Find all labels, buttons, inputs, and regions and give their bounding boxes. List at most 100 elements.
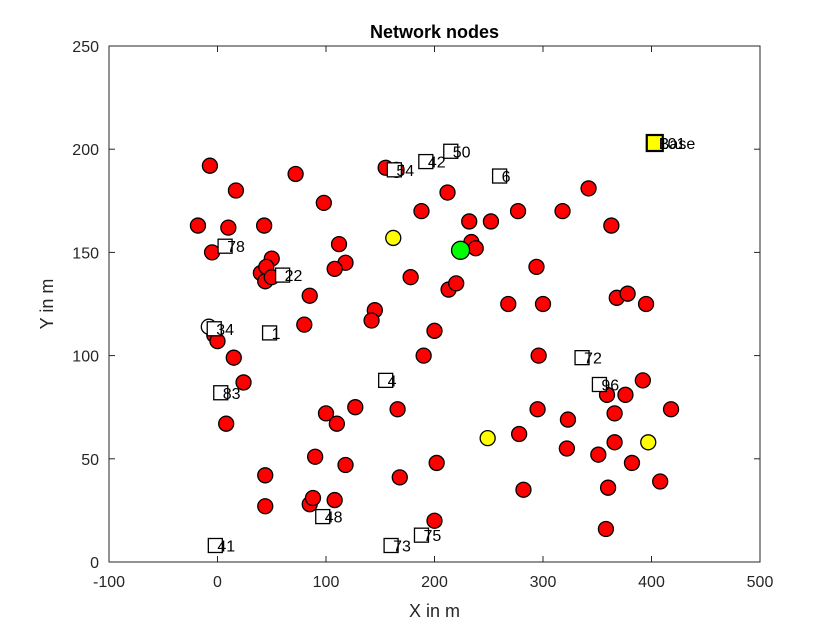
- node-marker: [189, 217, 207, 234]
- y-tick-label: 150: [72, 245, 99, 262]
- node-marker: [619, 285, 636, 302]
- node-marker: [330, 235, 348, 253]
- annotation-label: 101: [659, 136, 686, 153]
- y-tick-label: 0: [90, 555, 99, 572]
- node-marker: [606, 405, 623, 422]
- node-marker: [257, 467, 274, 484]
- node-marker: [558, 440, 576, 457]
- node-marker: [534, 295, 552, 313]
- node-marker: [227, 182, 245, 199]
- node-marker: [603, 217, 620, 234]
- square-node-marker: [491, 168, 508, 184]
- x-tick-label: -100: [93, 574, 125, 591]
- node-id-label: 72: [584, 351, 602, 368]
- node-marker: [315, 194, 332, 212]
- node-marker: [510, 425, 528, 443]
- node-marker: [509, 202, 527, 220]
- node-marker: [599, 479, 617, 496]
- node-marker: [203, 244, 221, 261]
- x-axis-label: X in m: [409, 601, 460, 621]
- square-node-marker: [217, 238, 233, 254]
- square-node-marker: [378, 372, 394, 389]
- node-id-label: 1: [272, 326, 281, 343]
- node-marker: [317, 405, 335, 422]
- node-id-label: 22: [285, 268, 303, 285]
- cluster-head-marker: [640, 434, 657, 451]
- node-marker: [597, 520, 615, 538]
- node-marker: [337, 456, 354, 474]
- node-marker: [515, 481, 532, 498]
- node-marker: [617, 386, 634, 403]
- node-marker: [637, 295, 655, 313]
- node-id-label: 83: [223, 386, 241, 403]
- y-tick-label: 100: [72, 349, 99, 366]
- node-marker: [306, 448, 324, 465]
- node-marker: [296, 316, 313, 333]
- node-marker: [326, 491, 343, 509]
- node-marker: [580, 180, 597, 197]
- node-marker: [201, 157, 219, 174]
- node-marker: [304, 489, 322, 507]
- node-marker: [439, 184, 456, 201]
- square-node-marker: [383, 537, 399, 554]
- node-marker: [426, 322, 443, 339]
- node-marker: [482, 213, 500, 230]
- x-tick-label: 0: [213, 574, 222, 591]
- node-marker: [326, 260, 343, 278]
- node-marker: [391, 469, 408, 486]
- node-marker: [530, 347, 547, 364]
- node-marker: [218, 415, 235, 432]
- node-marker: [328, 415, 346, 432]
- node-marker: [402, 269, 419, 286]
- y-tick-label: 250: [72, 39, 99, 56]
- node-marker: [413, 202, 430, 220]
- node-marker: [220, 219, 237, 236]
- node-marker: [257, 498, 274, 515]
- node-id-label: 50: [453, 144, 471, 161]
- square-node-marker: [413, 527, 430, 543]
- node-marker: [363, 312, 380, 329]
- square-node-marker: [386, 162, 403, 178]
- y-tick-label: 200: [72, 142, 99, 159]
- square-node-marker: [213, 385, 229, 401]
- node-marker: [287, 165, 304, 183]
- node-marker: [590, 446, 607, 463]
- square-node-marker: [206, 321, 222, 337]
- plot-frame: [108, 45, 761, 563]
- square-node-marker: [261, 325, 278, 341]
- node-marker: [225, 349, 242, 366]
- node-id-label: 42: [428, 155, 446, 172]
- square-node-marker: [418, 153, 434, 170]
- node-id-label: 96: [601, 377, 619, 394]
- annotation-label: Base: [659, 136, 696, 153]
- node-marker: [347, 399, 364, 416]
- node-marker: [606, 434, 623, 451]
- node-marker: [235, 374, 252, 391]
- cluster-head-marker: [385, 229, 402, 247]
- node-marker: [426, 512, 443, 529]
- node-id-label: 48: [325, 510, 343, 527]
- node-marker: [634, 372, 651, 389]
- square-node-marker: [591, 376, 608, 393]
- node-marker: [559, 411, 577, 428]
- node-id-label: 75: [423, 528, 441, 545]
- x-tick-label: 500: [747, 574, 774, 591]
- node-marker: [554, 202, 571, 220]
- cluster-head-marker: [479, 430, 496, 447]
- node-id-label: 54: [396, 163, 414, 180]
- node-marker: [652, 473, 669, 490]
- square-node-marker: [574, 350, 590, 366]
- x-tick-label: 300: [530, 574, 557, 591]
- node-marker: [529, 401, 546, 418]
- x-tick-label: 100: [313, 574, 340, 591]
- node-marker: [256, 217, 273, 234]
- node-marker: [301, 287, 318, 304]
- node-id-label: 4: [388, 373, 397, 390]
- x-tick-label: 200: [421, 574, 448, 591]
- node-marker: [662, 401, 680, 418]
- y-axis-label: Y in m: [37, 279, 57, 330]
- node-id-label: 73: [393, 538, 411, 555]
